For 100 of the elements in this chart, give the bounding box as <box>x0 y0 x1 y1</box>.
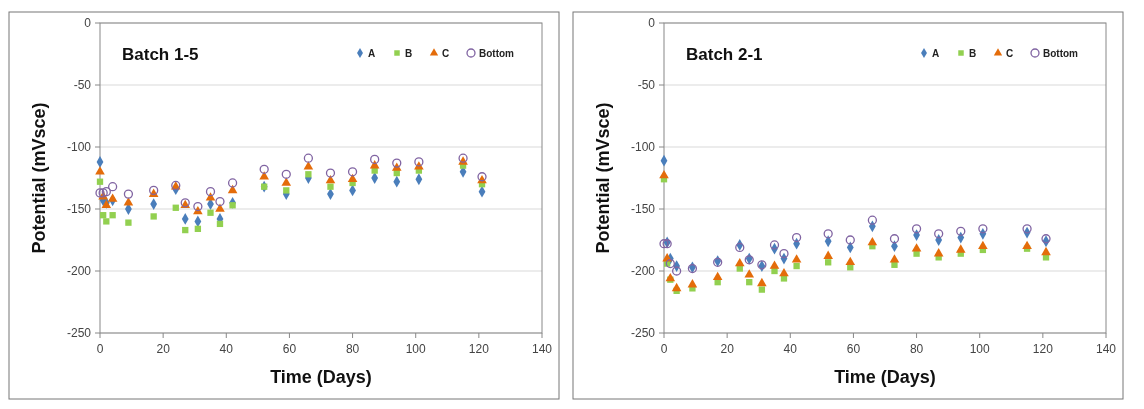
point <box>956 226 966 236</box>
y-tick-label: -200 <box>66 264 92 279</box>
x-tick-label: 80 <box>909 342 924 356</box>
point <box>823 250 833 259</box>
point <box>911 243 922 252</box>
x-axis-title: Time (Days) <box>270 367 372 387</box>
point <box>227 184 238 194</box>
point <box>205 192 216 201</box>
x-tick-label: 40 <box>783 342 798 356</box>
point <box>867 236 878 246</box>
x-tick-label: 0 <box>660 342 668 356</box>
point <box>327 183 334 190</box>
point <box>1022 240 1032 249</box>
point <box>259 171 269 180</box>
legend-label: C <box>442 48 450 59</box>
x-tick-label: 60 <box>282 342 297 356</box>
x-tick-label: 60 <box>846 342 861 356</box>
point <box>325 174 336 184</box>
y-tick-label: 0 <box>648 16 656 31</box>
point <box>845 256 856 266</box>
point <box>227 178 238 188</box>
y-tick-label: -250 <box>630 326 656 341</box>
point <box>671 282 682 292</box>
point <box>687 279 698 288</box>
point <box>281 177 292 186</box>
point <box>779 267 789 277</box>
y-tick-label: -200 <box>630 264 656 279</box>
point <box>370 154 380 165</box>
point <box>825 259 832 266</box>
point <box>215 196 225 207</box>
point <box>889 234 900 244</box>
point <box>347 167 358 177</box>
point <box>100 212 107 219</box>
point <box>757 277 767 287</box>
y-tick-label: -50 <box>73 78 92 93</box>
legend-label: Bottom <box>479 48 515 59</box>
point <box>769 240 780 250</box>
point <box>96 178 104 185</box>
point <box>205 187 216 197</box>
point <box>823 229 833 239</box>
point <box>867 215 878 225</box>
point <box>107 182 118 192</box>
y-tick-label: -150 <box>66 202 92 217</box>
point <box>793 262 800 270</box>
point <box>978 224 988 234</box>
text: Batch 2-1 <box>686 45 763 64</box>
point <box>207 209 214 216</box>
point <box>303 161 314 170</box>
x-tick-label: 0 <box>96 342 104 356</box>
text: Batch 1-5 <box>122 45 199 64</box>
point <box>1041 246 1051 256</box>
x-tick-label: 140 <box>531 342 553 356</box>
x-tick-label: 80 <box>345 342 360 356</box>
y-tick-label: 0 <box>84 16 92 31</box>
point <box>303 153 314 163</box>
point <box>215 203 225 212</box>
x-tick-label: 140 <box>1095 342 1117 356</box>
y-tick-label: -50 <box>637 78 656 93</box>
point <box>414 157 424 167</box>
point <box>95 166 105 175</box>
point <box>955 244 966 253</box>
point <box>103 218 110 225</box>
y-tick-label: -100 <box>630 140 656 155</box>
point <box>194 225 202 232</box>
point <box>392 158 402 168</box>
x-tick-label: 100 <box>405 342 427 356</box>
x-tick-label: 100 <box>969 342 991 356</box>
point <box>347 173 358 183</box>
point <box>216 220 224 228</box>
point <box>283 187 290 194</box>
point <box>911 224 922 234</box>
point <box>305 171 312 178</box>
point <box>1041 234 1051 244</box>
point <box>1022 224 1032 234</box>
point <box>712 271 723 280</box>
point <box>281 169 291 179</box>
point <box>934 229 944 239</box>
point <box>734 258 745 267</box>
point <box>229 202 236 209</box>
point <box>109 212 116 219</box>
x-tick-label: 120 <box>1032 342 1054 356</box>
point <box>193 201 203 212</box>
point <box>978 240 988 249</box>
point <box>182 226 189 234</box>
legend-label: B <box>969 48 977 59</box>
point <box>665 258 675 269</box>
point <box>746 279 753 286</box>
y-axis-title: Potential (mVsce) <box>29 102 49 254</box>
x-axis-title: Time (Days) <box>834 367 936 387</box>
point <box>665 272 676 282</box>
x-tick-label: 20 <box>156 342 171 356</box>
legend-label: C <box>1006 48 1014 59</box>
point <box>259 164 269 174</box>
legend-label: A <box>932 48 940 59</box>
point <box>107 193 118 202</box>
x-tick-label: 40 <box>219 342 234 356</box>
point <box>779 249 789 259</box>
legend-label: B <box>405 48 413 59</box>
point <box>325 168 336 178</box>
legend-label: Bottom <box>1043 48 1079 59</box>
